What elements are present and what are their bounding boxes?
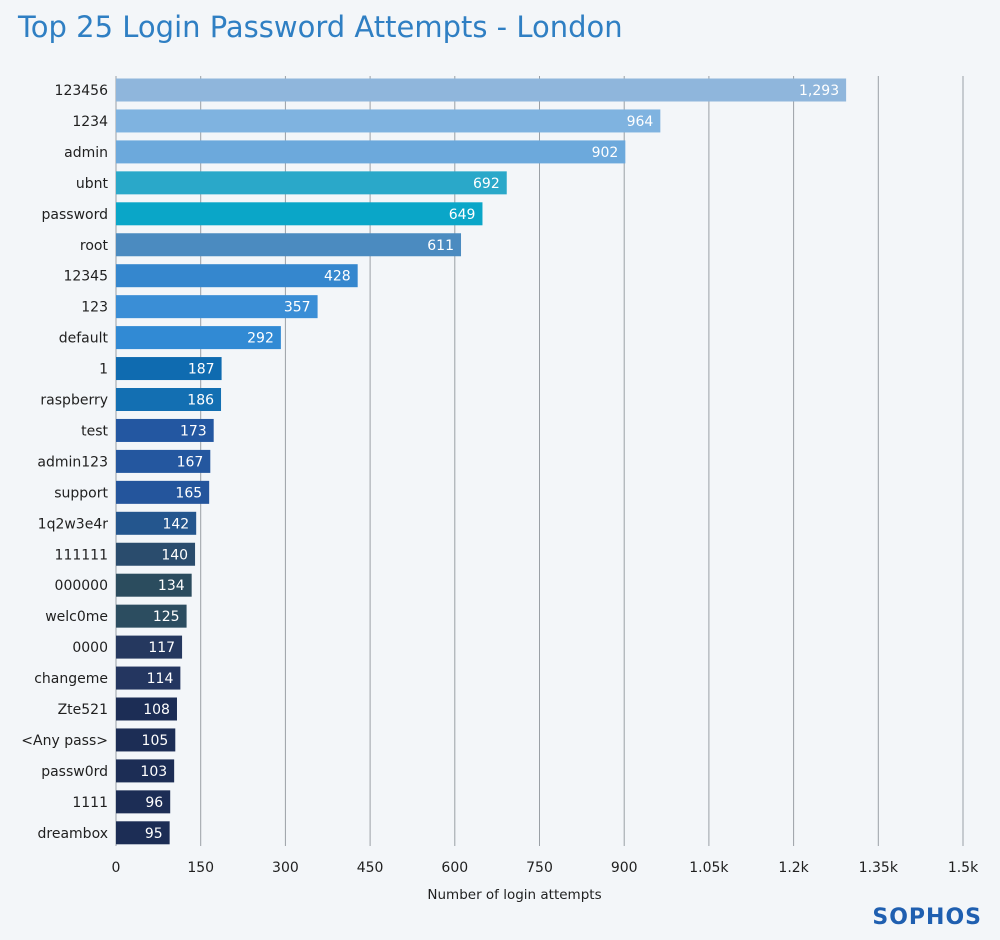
bar <box>116 666 181 690</box>
x-tick-label: 1.2k <box>778 860 809 876</box>
bar <box>116 635 183 659</box>
bar <box>116 357 222 381</box>
bar-value-label: 134 <box>158 578 185 594</box>
bar <box>116 728 176 752</box>
category-label: 123456 <box>55 83 109 99</box>
category-label: 12345 <box>63 269 108 285</box>
bar-value-label: 105 <box>142 733 169 749</box>
bar-value-label: 649 <box>449 207 476 223</box>
bar <box>116 604 187 628</box>
bar-value-label: 95 <box>145 826 163 842</box>
category-label: changeme <box>34 671 108 687</box>
category-label: Zte521 <box>58 702 108 718</box>
x-tick-label: 1.05k <box>689 860 729 876</box>
category-label: password <box>42 207 108 223</box>
category-label: root <box>80 238 109 254</box>
bar-value-label: 902 <box>592 145 619 161</box>
bar <box>116 264 358 288</box>
bar-value-label: 186 <box>187 393 214 409</box>
bar <box>116 697 177 721</box>
sophos-logo: SOPHOS <box>872 905 982 930</box>
bar-value-label: 187 <box>188 362 215 378</box>
x-tick-label: 450 <box>357 860 384 876</box>
category-label: default <box>59 331 109 347</box>
x-tick-label: 1.5k <box>948 860 979 876</box>
category-label: test <box>81 423 108 439</box>
bar-value-label: 611 <box>427 238 454 254</box>
category-labels: 123456 1234 admin ubnt password root 12345 123 d… <box>21 83 108 842</box>
category-label: 0000 <box>72 640 108 656</box>
bar <box>116 78 847 102</box>
category-label: admin <box>64 145 108 161</box>
bar-value-label: 167 <box>177 454 204 470</box>
x-tick-labels: 0 150 300 450 600 750 900 1.05k 1.2k 1.35k 1.5k <box>112 860 980 876</box>
bar <box>116 790 171 814</box>
bar <box>116 759 175 783</box>
category-label: 123 <box>81 300 108 316</box>
bar-value-label: 357 <box>284 300 311 316</box>
bar-value-label: 692 <box>473 176 500 192</box>
bar <box>116 449 211 473</box>
bar-value-label: 96 <box>145 795 163 811</box>
category-label: 1111 <box>72 795 108 811</box>
bar <box>116 202 483 226</box>
x-axis-title: Number of login attempts <box>427 887 601 903</box>
bar-value-label: 117 <box>148 640 175 656</box>
bar <box>116 821 170 845</box>
bar-value-label: 292 <box>247 331 274 347</box>
bar-value-label: 964 <box>627 114 654 130</box>
bar <box>116 573 192 597</box>
bar <box>116 511 197 535</box>
category-label: raspberry <box>40 393 108 409</box>
bar-value-label: 428 <box>324 269 351 285</box>
category-label: support <box>54 485 108 501</box>
x-tick-label: 750 <box>526 860 553 876</box>
category-label: welc0me <box>45 609 108 625</box>
x-tick-label: 900 <box>611 860 638 876</box>
bar-value-label: 103 <box>140 764 167 780</box>
category-label: passw0rd <box>41 764 108 780</box>
x-tick-label: 600 <box>441 860 468 876</box>
chart-title: Top 25 Login Password Attempts - London <box>18 10 623 44</box>
bar-value-label: 165 <box>175 485 202 501</box>
bar <box>116 480 210 504</box>
bar-value-label: 142 <box>162 516 189 532</box>
bar <box>116 171 507 195</box>
bar-value-label: 114 <box>147 671 174 687</box>
bar <box>116 109 661 133</box>
category-label: 1q2w3e4r <box>38 516 109 532</box>
category-label: <Any pass> <box>21 733 108 749</box>
bar <box>116 388 222 411</box>
bar <box>116 140 626 164</box>
bar-value-label: 108 <box>143 702 170 718</box>
bar-value-label: 125 <box>153 609 180 625</box>
category-label: ubnt <box>76 176 109 192</box>
bar-value-label: 173 <box>180 423 207 439</box>
category-label: 1 <box>99 362 108 378</box>
bar-value-label: 140 <box>161 547 188 563</box>
x-tick-label: 300 <box>272 860 299 876</box>
category-label: dreambox <box>38 826 108 842</box>
bar-value-label: 1,293 <box>799 83 839 99</box>
x-tick-label: 150 <box>187 860 214 876</box>
category-label: 000000 <box>55 578 108 594</box>
bar <box>116 542 196 566</box>
bar <box>116 326 281 350</box>
category-label: 1234 <box>72 114 108 130</box>
bars: 1,293 964 902 692 649 611 428 357 292 187 186 173 16… <box>116 78 847 845</box>
x-tick-label: 0 <box>112 860 121 876</box>
bar <box>116 418 214 442</box>
x-tick-label: 1.35k <box>859 860 899 876</box>
category-label: 111111 <box>55 547 108 563</box>
bar <box>116 233 462 257</box>
category-label: admin123 <box>37 454 108 470</box>
bar <box>116 295 318 319</box>
